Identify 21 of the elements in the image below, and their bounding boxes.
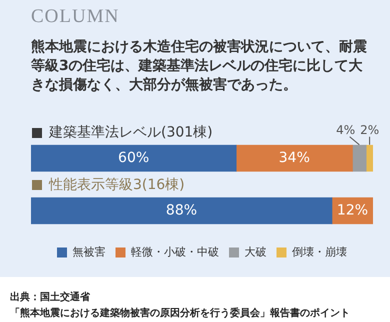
data-label: 2%: [360, 122, 380, 137]
legend-label: 軽微・小破・中破: [131, 245, 219, 258]
y-tick-label: 性能表示等級3(16棟): [48, 176, 185, 193]
bar: [366, 144, 373, 172]
legend-label: 大破: [244, 245, 266, 258]
bar: [31, 144, 237, 172]
data-label: 34%: [278, 150, 310, 166]
bar: [352, 144, 366, 172]
y-tick-label: 建築基準法レベル(301棟): [48, 124, 213, 140]
data-label: 12%: [336, 202, 368, 218]
legend-label: 倒壊・崩壊: [292, 245, 347, 258]
text: 「熊本地震における建築物被害の原因分析を行う委員会」報告書のポイント: [10, 306, 350, 321]
data-label: 60%: [118, 150, 150, 166]
data-label: 88%: [166, 202, 198, 218]
source-note: 出典：国土交通省: [10, 290, 91, 305]
chart-title: COLUMN: [31, 6, 120, 28]
bar: [31, 197, 332, 224]
legend-label: 無被害: [72, 245, 106, 258]
chart-subtitle: 熊本地震における木造住宅の被害状況について、耐震等級3の住宅は、建築基準法レベルの住宅に比して大きな損傷なく、大部分が無被害であった。: [31, 38, 368, 95]
bar: [236, 144, 353, 172]
data-label: 4%: [336, 122, 356, 137]
